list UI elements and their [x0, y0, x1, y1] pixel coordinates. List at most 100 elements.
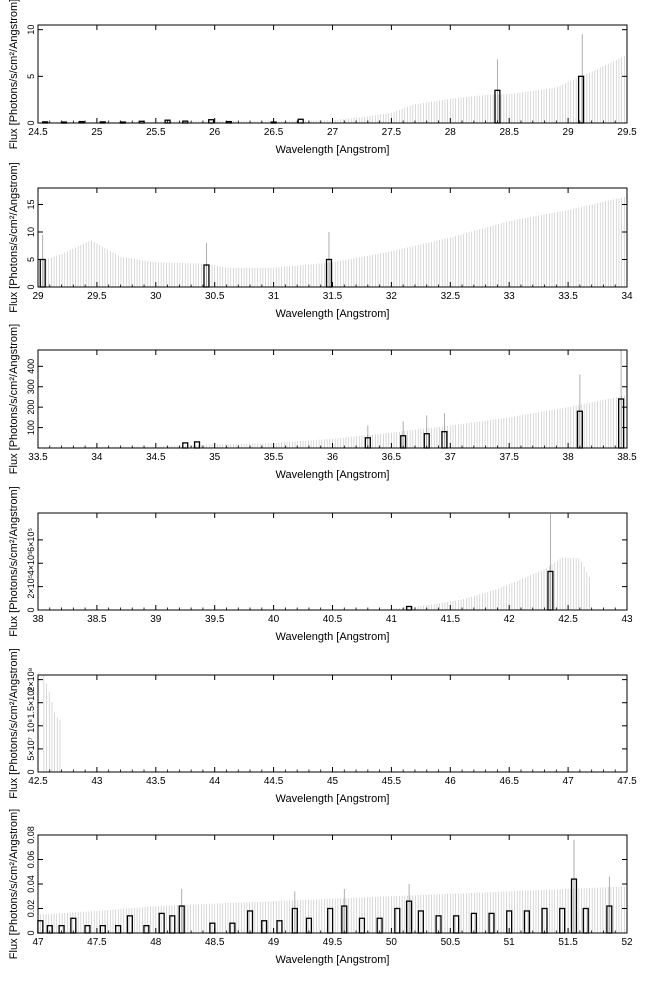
x-tick-label: 30 [150, 291, 162, 302]
x-tick-label: 35 [209, 452, 221, 463]
x-tick-label: 32.5 [441, 291, 461, 302]
x-tick-label: 48.5 [205, 937, 225, 948]
x-tick-label: 29 [32, 291, 44, 302]
y-axis-label: Flux [Photons/s/cm²/Angstrom] [8, 162, 20, 312]
x-axis-label: Wavelength [Angstrom] [276, 144, 390, 156]
x-tick-label: 27 [327, 127, 339, 138]
x-tick-label: 50.5 [441, 937, 461, 948]
y-tick-label: 300 [26, 379, 36, 394]
x-tick-label: 50 [386, 937, 398, 948]
x-tick-label: 47.5 [617, 776, 637, 787]
y-tick-label: 4×10⁵ [26, 551, 36, 575]
histogram-bin [577, 75, 585, 124]
x-tick-label: 37 [445, 452, 457, 463]
x-tick-label: 43 [621, 614, 633, 625]
x-tick-label: 25.5 [146, 127, 166, 138]
x-tick-label: 33 [504, 291, 516, 302]
x-tick-label: 41 [386, 614, 398, 625]
x-axis-label: Wavelength [Angstrom] [276, 631, 390, 643]
histogram-bin [276, 920, 283, 934]
y-tick-label: 0.08 [26, 826, 36, 844]
x-tick-label: 31.5 [323, 291, 343, 302]
chart-panel-5: 42.5 43 43.5 44 44.5 45 45.5 46 46.5 47 47.5 0 5×10⁷… [8, 648, 637, 805]
x-tick-label: 45 [327, 776, 339, 787]
y-axis-label: Flux [Photons/s/cm²/Angstrom] [8, 486, 20, 636]
x-tick-label: 38.5 [87, 614, 107, 625]
x-tick-label: 46 [445, 776, 457, 787]
upper-limit-lines [37, 886, 628, 933]
x-tick-label: 41.5 [441, 614, 461, 625]
x-tick-label: 26.5 [264, 127, 284, 138]
histogram-bin [541, 907, 548, 934]
x-tick-label: 24.5 [28, 127, 48, 138]
plot-frame [37, 674, 628, 773]
x-tick-label: 42 [504, 614, 516, 625]
x-tick-label: 30.5 [205, 291, 225, 302]
histogram-bin [470, 912, 477, 934]
y-tick-label: 0.06 [26, 851, 36, 869]
histogram-bin [394, 907, 401, 934]
y-tick-label: 6×10⁵ [26, 528, 36, 552]
x-tick-label: 44.5 [264, 776, 284, 787]
x-tick-label: 28.5 [499, 127, 519, 138]
y-tick-label: 10 [26, 25, 36, 35]
chart-panel-4: 38 38.5 39 39.5 40 40.5 41 41.5 42 42.5 43 0 2×10⁵4×… [8, 486, 633, 643]
x-tick-label: 29.5 [87, 291, 107, 302]
x-axis-label: Wavelength [Angstrom] [276, 308, 390, 320]
y-tick-label: 2×10⁵ [26, 574, 36, 598]
x-tick-label: 34 [91, 452, 103, 463]
x-tick-label: 37.5 [499, 452, 519, 463]
x-tick-label: 39.5 [205, 614, 225, 625]
x-tick-label: 47 [563, 776, 575, 787]
y-axis-label: Flux [Photons/s/cm²/Angstrom] [8, 648, 20, 798]
y-tick-label: 1.5×10⁸ [26, 687, 36, 719]
x-tick-label: 36.5 [382, 452, 402, 463]
x-axis-label: Wavelength [Angstrom] [276, 793, 390, 805]
x-tick-label: 46.5 [499, 776, 519, 787]
chart-panel-6: 47 47.5 48 48.5 49 49.5 50 50.5 51 51.5 52 0 0.02 0.0… [8, 809, 633, 966]
y-tick-label: 0 [26, 120, 36, 125]
y-tick-label: 0.02 [26, 900, 36, 918]
x-tick-label: 47 [32, 937, 44, 948]
histogram-bin [158, 912, 165, 934]
y-axis-label: Flux [Photons/s/cm²/Angstrom] [8, 0, 20, 149]
y-tick-label: 0 [26, 769, 36, 774]
x-tick-label: 44 [209, 776, 221, 787]
y-axis-label: Flux [Photons/s/cm²/Angstrom] [8, 809, 20, 959]
x-tick-label: 51 [504, 937, 516, 948]
x-tick-label: 27.5 [382, 127, 402, 138]
x-tick-label: 47.5 [87, 937, 107, 948]
histogram-bin [99, 925, 106, 934]
y-tick-label: 400 [26, 359, 36, 374]
x-tick-label: 25 [91, 127, 103, 138]
y-tick-label: 2×10⁸ [26, 667, 36, 691]
x-axis-label: Wavelength [Angstrom] [276, 954, 390, 966]
y-tick-label: 10 [26, 227, 36, 237]
y-tick-label: 0 [26, 284, 36, 289]
x-tick-label: 45.5 [382, 776, 402, 787]
x-tick-label: 43.5 [146, 776, 166, 787]
chart-panel-3: 33.5 34 34.5 35 35.5 36 36.5 37 37.5 38 38.5 100 200… [8, 324, 637, 481]
histogram-bin [246, 910, 254, 934]
y-tick-label: 0 [26, 930, 36, 935]
histogram-bin [453, 915, 460, 934]
x-tick-label: 33.5 [28, 452, 48, 463]
x-tick-label: 26 [209, 127, 221, 138]
y-tick-label: 5 [26, 257, 36, 262]
y-tick-label: 200 [26, 400, 36, 415]
upper-limit-lines [37, 196, 628, 287]
y-tick-label: 5×10⁷ [26, 737, 36, 761]
x-tick-label: 52 [621, 937, 633, 948]
x-tick-label: 36 [327, 452, 339, 463]
upper-limit-lines [37, 54, 628, 123]
upper-limit-lines [43, 675, 61, 772]
x-tick-label: 29.5 [617, 127, 637, 138]
x-tick-label: 38 [32, 614, 44, 625]
x-tick-label: 28 [445, 127, 457, 138]
chart-panel-1: 24.5 25 25.5 26 26.5 27 27.5 28 28.5 29 29.5 0 5 10 Wa… [8, 0, 637, 156]
x-tick-label: 29 [563, 127, 575, 138]
x-axis-label: Wavelength [Angstrom] [276, 469, 390, 481]
x-tick-label: 49.5 [323, 937, 343, 948]
x-tick-label: 48 [150, 937, 162, 948]
